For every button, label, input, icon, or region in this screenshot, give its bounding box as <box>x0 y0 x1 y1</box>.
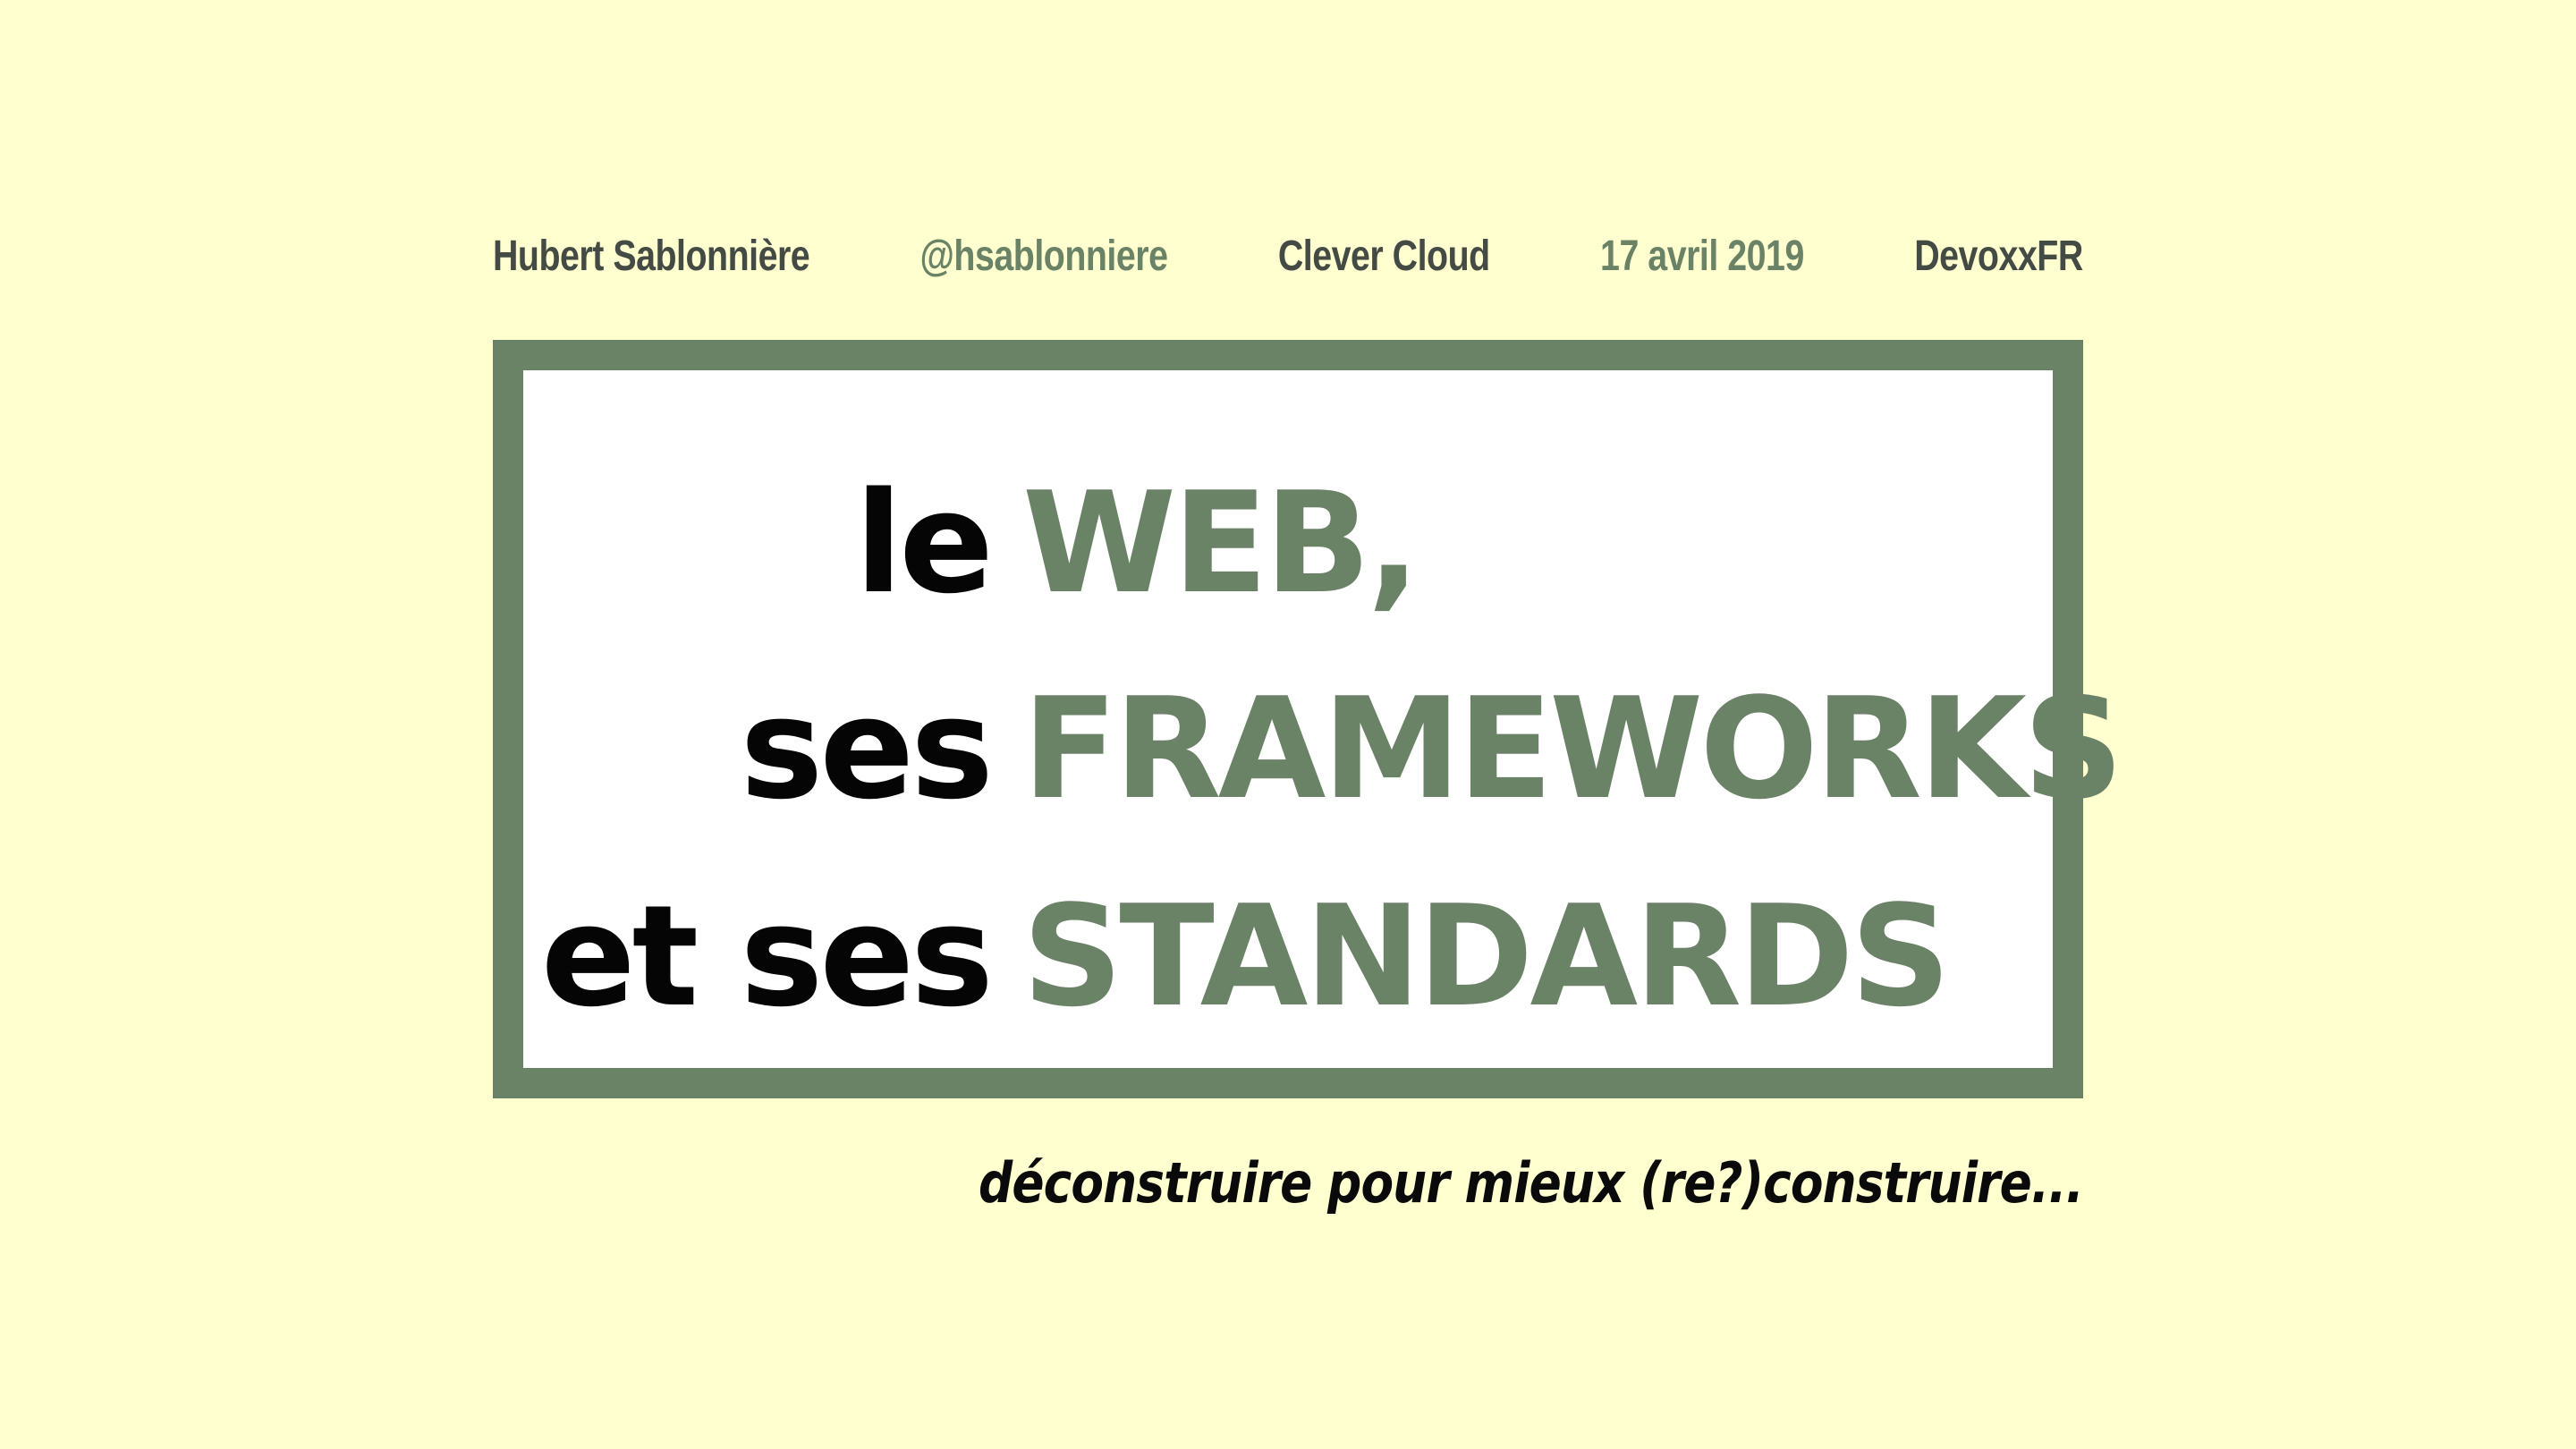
title-line-2-lead: ses <box>740 667 994 830</box>
title-line-3-keyword: STANDARDS <box>1022 875 1951 1038</box>
title-line-2: ses FRAMEWORKS <box>523 667 2123 830</box>
author-name: Hubert Sablonnière <box>493 232 810 280</box>
company-name: Clever Cloud <box>1277 232 1490 280</box>
title-line-3: et ses STANDARDS <box>523 880 2053 1032</box>
twitter-handle: @hsablonniere <box>919 232 1168 280</box>
title-line-3-lead: et ses <box>540 875 994 1038</box>
title-line-1-keyword: WEB, <box>1022 462 1420 624</box>
title-line-1-lead: le <box>854 462 994 624</box>
title-line-1: le WEB, <box>523 467 2053 619</box>
talk-meta-line: Hubert Sablonnière @hsablonniere Clever … <box>493 222 2083 290</box>
tagline: déconstruire pour mieux (re?)construire.… <box>978 1150 2084 1216</box>
talk-date: 17 avril 2019 <box>1600 232 1804 280</box>
title-line-2-keyword: FRAMEWORKS <box>1022 667 2123 830</box>
title-frame: le WEB, ses FRAMEWORKS et ses STANDARDS <box>493 340 2123 1098</box>
event-name: DevoxxFR <box>1914 232 2083 280</box>
